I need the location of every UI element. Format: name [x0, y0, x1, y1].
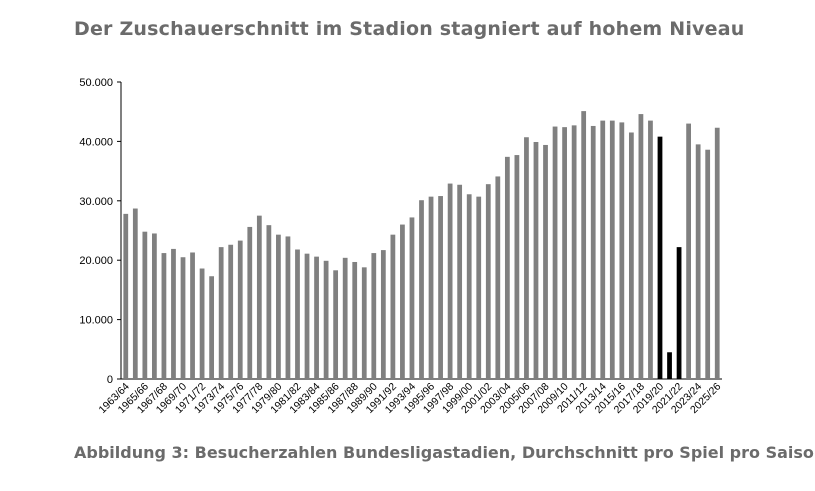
- bar: [190, 252, 195, 379]
- bar: [581, 111, 587, 379]
- bar: [533, 141, 539, 379]
- bar: [400, 224, 405, 379]
- bar: [552, 126, 558, 379]
- bar: [686, 123, 691, 379]
- bar: [409, 217, 415, 379]
- y-tick-label: 40.000: [79, 136, 113, 148]
- bar: [132, 208, 138, 379]
- bar: [428, 196, 434, 379]
- bar: [390, 234, 396, 379]
- y-tick-label: 20.000: [79, 255, 113, 267]
- bar: [333, 270, 339, 379]
- bar: [705, 149, 711, 379]
- bar: [485, 184, 491, 379]
- bar: [237, 240, 243, 379]
- bar: [695, 144, 701, 379]
- bar: [371, 253, 377, 379]
- bar: [142, 231, 148, 379]
- bar: [619, 122, 625, 379]
- bar: [419, 200, 424, 379]
- bar: [180, 257, 186, 379]
- bar: [628, 132, 634, 379]
- bar: [342, 257, 348, 379]
- bar: [285, 236, 291, 379]
- bar: [504, 156, 510, 379]
- bar: [161, 253, 167, 379]
- bar-chart: 0 10.000 20.000 30.000 40.000 50.000 1963/641…: [79, 77, 724, 416]
- bar: [495, 176, 501, 379]
- bar: [514, 155, 520, 379]
- bar: [218, 247, 224, 379]
- bar: [295, 249, 300, 379]
- bar: [476, 196, 482, 379]
- bar: [247, 226, 253, 379]
- bar: [600, 120, 606, 380]
- bar: [304, 253, 310, 379]
- bar: [352, 261, 358, 379]
- bar: [314, 256, 319, 379]
- chart-title: Der Zuschauerschnitt im Stadion stagnier…: [74, 18, 745, 40]
- bar: [209, 276, 215, 379]
- y-tick-label: 50.000: [79, 77, 113, 89]
- x-axis-labels: 1963/641965/661967/681969/701971/721973/…: [97, 381, 724, 416]
- bar: [648, 120, 653, 380]
- figure-caption: Abbildung 3: Besucherzahlen Bundesligast…: [74, 443, 815, 462]
- y-axis-labels: 0 10.000 20.000 30.000 40.000 50.000: [79, 77, 113, 386]
- y-tick-label: 0: [107, 374, 113, 386]
- bar: [562, 127, 567, 379]
- bar: [524, 137, 529, 379]
- bar: [676, 247, 682, 379]
- y-tick-label: 10.000: [79, 315, 113, 327]
- bar: [590, 125, 596, 380]
- y-tick-label: 30.000: [79, 196, 113, 208]
- bar: [380, 250, 386, 379]
- bar: [466, 194, 472, 379]
- bar: [276, 234, 281, 379]
- bar: [714, 127, 720, 379]
- bar: [667, 352, 672, 379]
- bar: [447, 183, 453, 379]
- bar: [457, 184, 463, 379]
- bar: [657, 136, 663, 379]
- bar: [171, 248, 176, 379]
- bar: [609, 120, 615, 380]
- bar: [199, 268, 205, 379]
- bar: [266, 225, 272, 379]
- bar: [638, 114, 644, 380]
- chart-bars: [123, 111, 720, 380]
- bar: [123, 213, 129, 379]
- bar: [361, 267, 367, 379]
- bar: [256, 215, 262, 379]
- bar: [228, 244, 234, 379]
- bar: [152, 233, 157, 379]
- bar: [438, 196, 443, 379]
- bar: [323, 260, 329, 379]
- bar: [543, 144, 548, 379]
- bar: [571, 125, 577, 379]
